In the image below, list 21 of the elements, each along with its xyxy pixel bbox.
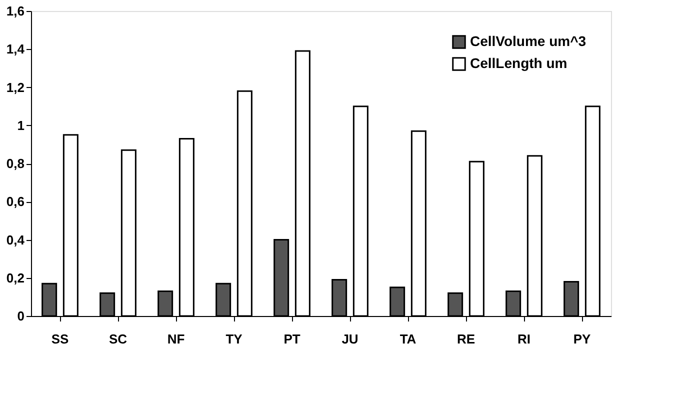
legend-label: CellLength um [470,55,568,71]
y-tick-label: 1 [17,118,24,133]
x-tick-label: RI [518,332,530,346]
legend-label: CellVolume um^3 [470,33,586,49]
x-tick-label: JU [342,332,358,346]
x-tick-label: NF [167,332,185,346]
x-tick-label: PY [573,332,591,346]
y-tick-label: 0,6 [6,194,24,210]
y-tick-label: 0,2 [6,270,24,286]
y-tick-label: 1,6 [6,4,24,18]
x-tick-label: SS [51,332,69,346]
x-tick-label: TA [400,332,417,346]
y-tick-label: 0,4 [6,232,26,248]
x-tick-label: RE [456,332,476,346]
y-tick-label: 1,4 [6,42,26,57]
y-tick-label: 0 [17,308,24,324]
y-tick-label: 0,8 [6,156,24,171]
x-tick-label: TY [226,332,243,346]
x-tick-label: PT [284,332,300,346]
x-tick-label: SC [108,332,128,346]
y-tick-label: 1,2 [6,80,24,95]
